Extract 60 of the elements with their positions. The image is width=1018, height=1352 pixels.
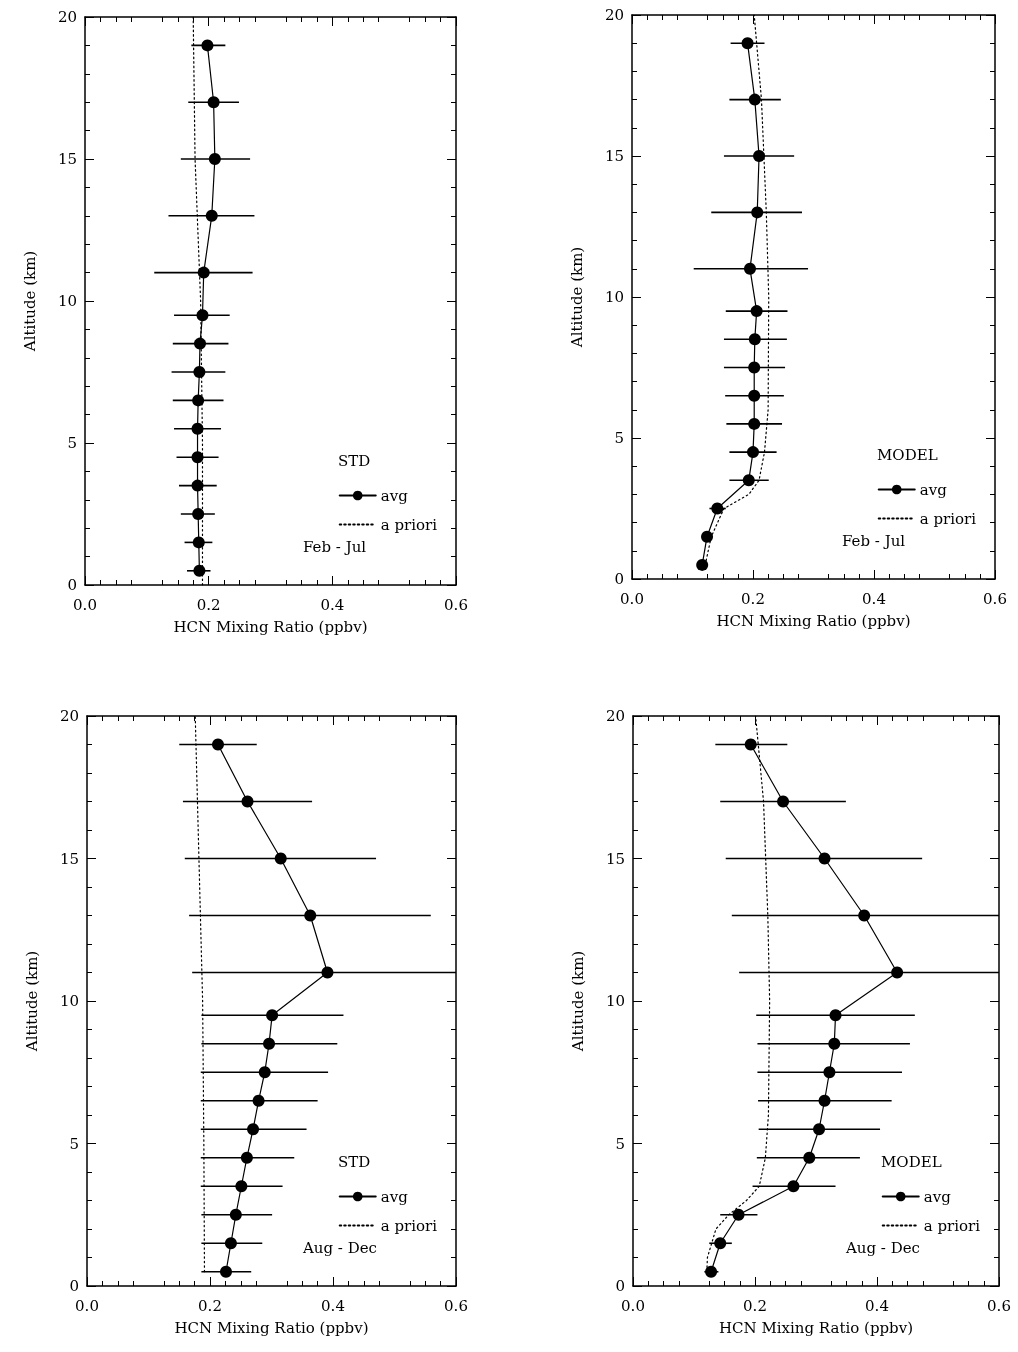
legend-label: a priori: [380, 515, 438, 534]
y-tick-label: 5: [614, 429, 624, 447]
x-tick-label: 0.2: [743, 1296, 767, 1315]
y-tick-label: 0: [614, 570, 624, 588]
legend-label: avg: [380, 486, 409, 505]
legend-label: avg: [919, 480, 948, 499]
x-axis-title: HCN Mixing Ratio (ppbv): [716, 611, 911, 630]
x-tick-label: 0.6: [444, 595, 468, 614]
y-tick-label: 10: [605, 992, 625, 1010]
legend-title: MODEL: [877, 445, 938, 464]
y-tick-label: 20: [59, 707, 79, 725]
x-tick-label: 0.4: [862, 589, 886, 608]
x-tick-label: 0.4: [320, 595, 345, 614]
y-tick-label: 15: [604, 147, 624, 165]
x-tick-label: 0.6: [983, 589, 1007, 608]
x-tick-label: 0.6: [987, 1296, 1011, 1315]
legend-label: a priori: [919, 509, 977, 528]
x-tick-label: 0.2: [741, 589, 765, 608]
annotation: Aug - Dec: [302, 1238, 378, 1257]
x-tick-label: 0.6: [444, 1296, 468, 1315]
x-tick-label: 0.2: [196, 595, 221, 614]
x-tick-label: 0.0: [621, 1296, 645, 1315]
y-tick-label: 0: [67, 576, 77, 594]
legend-title: STD: [338, 1152, 371, 1171]
y-axis-title: Altitude (km): [20, 250, 39, 353]
legend-label: avg: [923, 1187, 952, 1206]
x-axis-title: HCN Mixing Ratio (ppbv): [718, 1318, 914, 1337]
y-tick-label: 10: [59, 992, 79, 1010]
x-tick-label: 0.0: [620, 589, 644, 608]
y-axis-title: Altitude (km): [567, 246, 586, 349]
x-tick-label: 0.4: [865, 1296, 889, 1315]
y-tick-label: 20: [604, 6, 624, 24]
y-tick-label: 5: [69, 1134, 79, 1153]
y-tick-label: 10: [57, 292, 77, 310]
y-tick-label: 15: [605, 849, 625, 868]
x-tick-label: 0.0: [73, 595, 97, 614]
legend-label: a priori: [923, 1216, 981, 1235]
x-axis-title: HCN Mixing Ratio (ppbv): [173, 617, 368, 636]
y-tick-label: 5: [615, 1134, 625, 1153]
y-tick-label: 15: [57, 150, 77, 168]
y-tick-label: 5: [67, 434, 77, 452]
annotation: Feb - Jul: [303, 537, 367, 556]
legend-title: STD: [338, 451, 371, 470]
y-tick-label: 20: [57, 8, 77, 26]
annotation: Feb - Jul: [842, 531, 906, 550]
y-tick-label: 10: [604, 288, 624, 306]
y-axis-title: Altitude (km): [568, 950, 587, 1053]
legend-label: avg: [380, 1187, 409, 1206]
x-axis-title: HCN Mixing Ratio (ppbv): [174, 1318, 369, 1337]
annotation: Aug - Dec: [845, 1238, 921, 1257]
y-tick-label: 20: [605, 707, 625, 725]
x-tick-label: 0.0: [75, 1296, 99, 1315]
y-tick-label: 15: [59, 849, 79, 868]
x-tick-label: 0.4: [321, 1296, 345, 1315]
y-tick-label: 0: [615, 1277, 625, 1295]
legend-title: MODEL: [881, 1152, 942, 1171]
y-tick-label: 0: [69, 1277, 79, 1295]
x-tick-label: 0.2: [198, 1296, 222, 1315]
y-axis-title: Altitude (km): [22, 950, 41, 1053]
legend-label: a priori: [380, 1216, 438, 1235]
